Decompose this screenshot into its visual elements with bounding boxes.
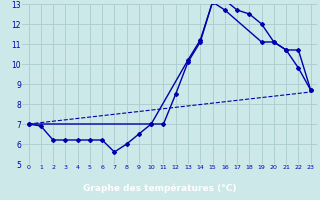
Text: Graphe des températures (°C): Graphe des températures (°C) (83, 184, 237, 193)
